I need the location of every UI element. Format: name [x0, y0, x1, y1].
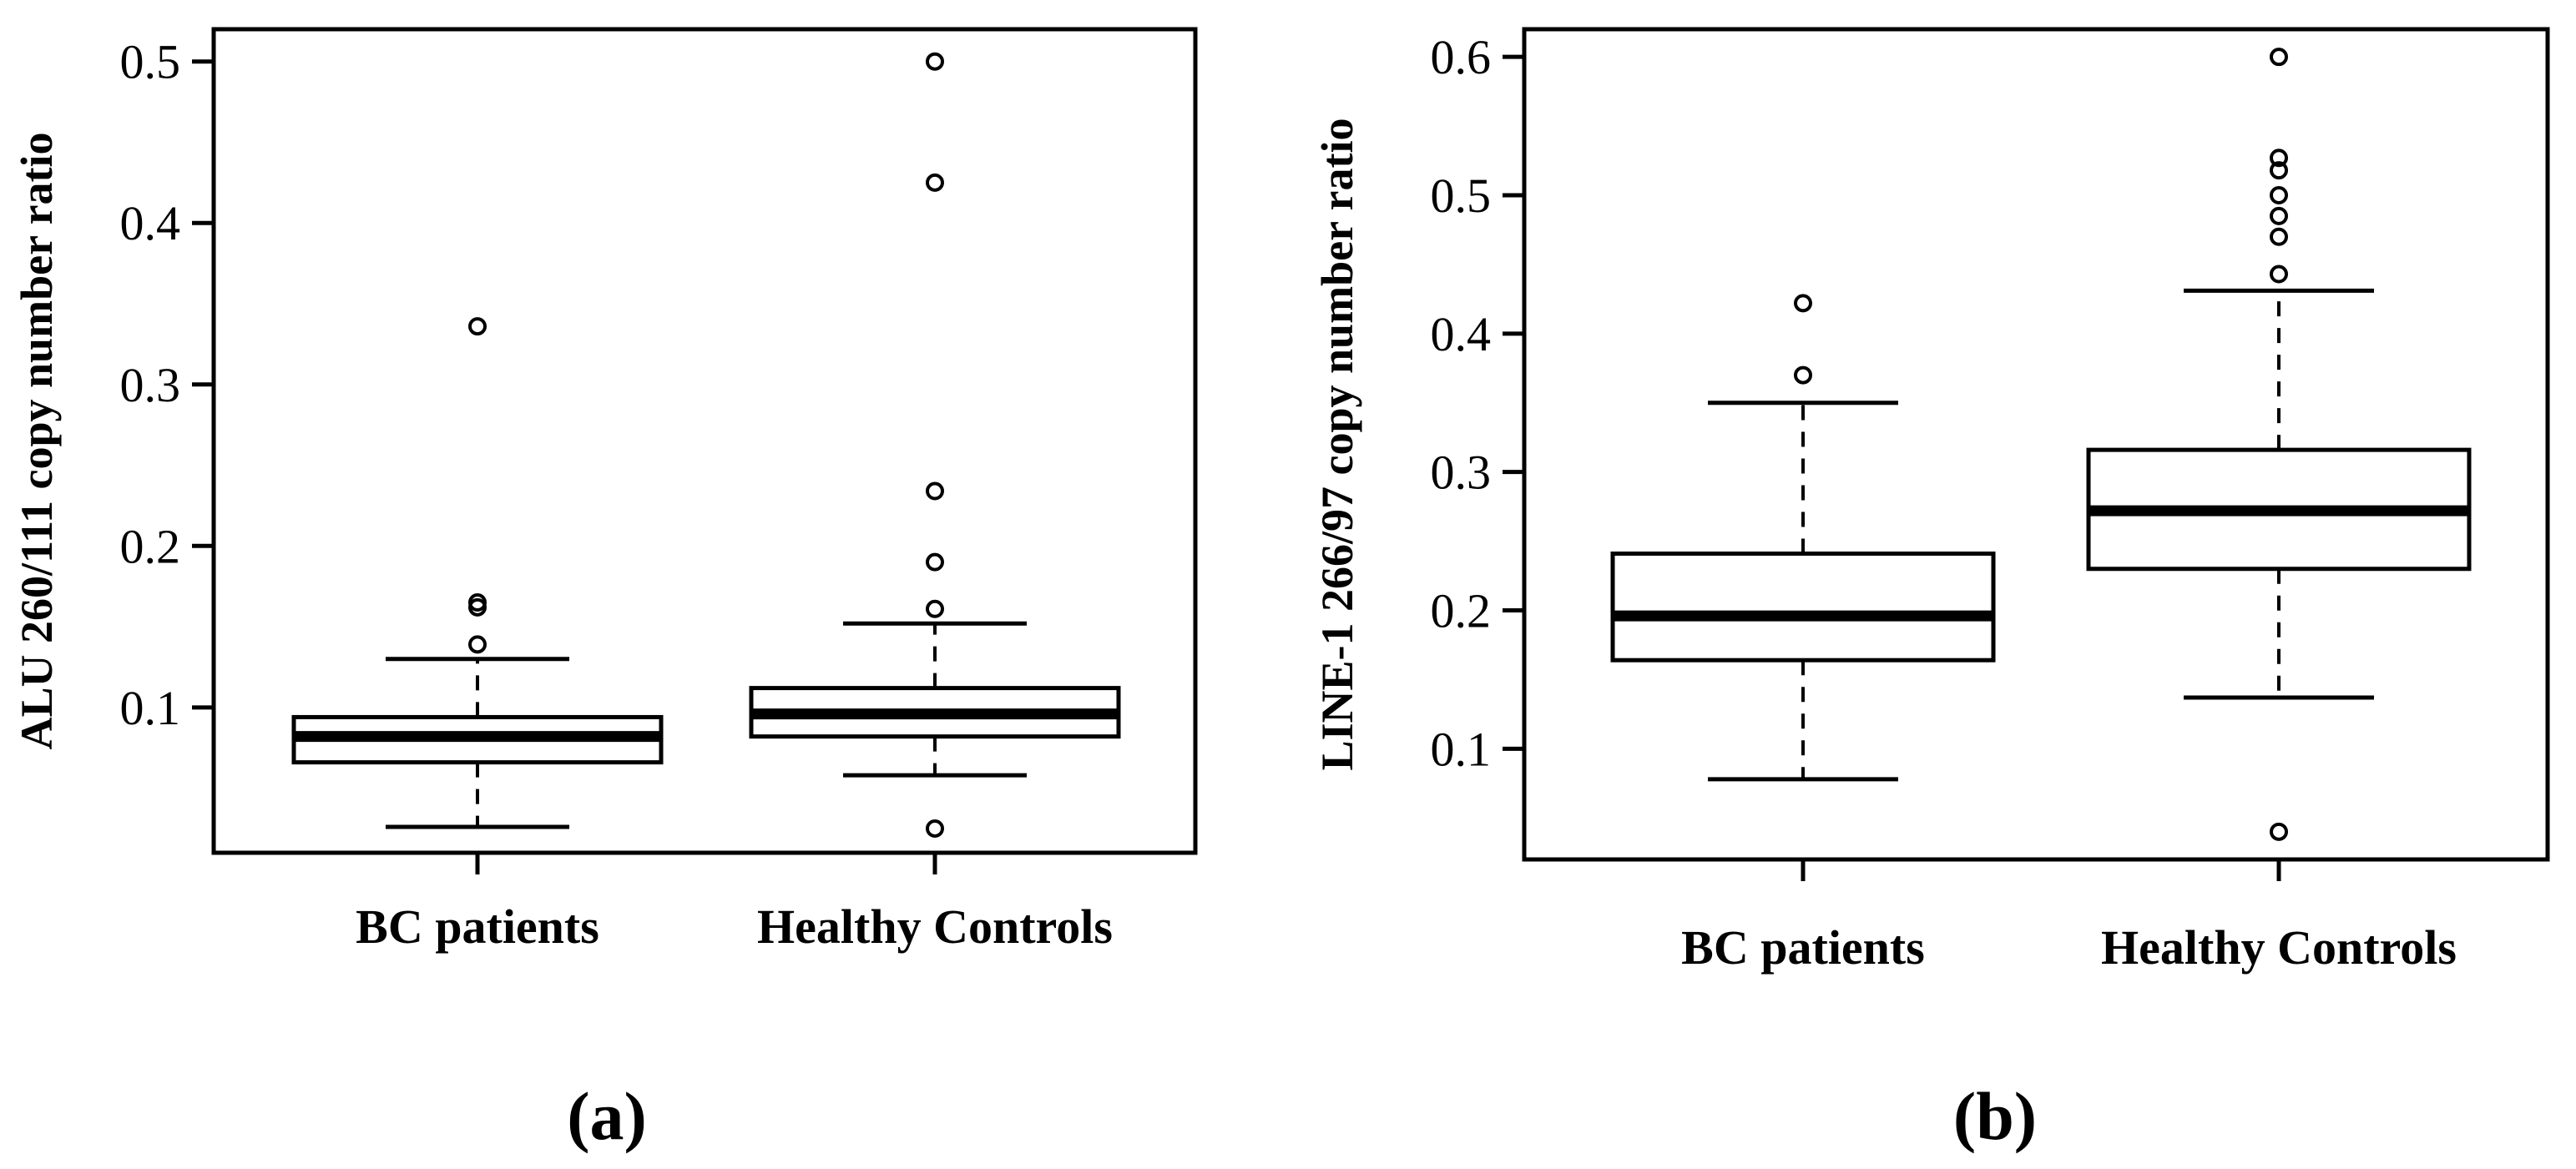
x-tick-label: Healthy Controls [757, 899, 1113, 954]
panel-label-a: (a) [567, 1078, 647, 1154]
y-axis-title: ALU 260/111 copy number ratio [12, 132, 62, 749]
chart-panel-b: 0.1 0.2 0.3 0.4 0.5 0.6 LINE-1 266/97 copy num… [1312, 27, 2550, 975]
y-tick-label: 0.2 [120, 519, 181, 573]
x-tick-label: Healthy Controls [2101, 920, 2457, 975]
y-tick-label: 0.1 [120, 681, 181, 735]
y-axis-title: LINE-1 266/97 copy number ratio [1312, 118, 1362, 770]
outlier-point [468, 593, 487, 612]
outlier-point [926, 819, 944, 838]
iqr-box [1610, 552, 1996, 663]
y-tick-label: 0.3 [120, 358, 181, 412]
y-tick-label: 0.3 [1431, 446, 1492, 500]
outlier-point [2270, 149, 2288, 168]
outlier-point [468, 317, 487, 336]
outlier-point [926, 599, 944, 618]
outlier-point [2270, 186, 2288, 204]
x-tick-label: BC patients [1681, 920, 1925, 975]
plot-frame [211, 27, 1198, 855]
y-tick-label: 0.4 [120, 196, 181, 250]
y-tick-label: 0.5 [1431, 169, 1492, 223]
outlier-point [926, 173, 944, 192]
outlier-point [2270, 48, 2288, 67]
outlier-point [1794, 365, 1812, 385]
outlier-point [926, 52, 944, 71]
y-tick-label: 0.5 [120, 35, 181, 89]
outlier-point [926, 552, 944, 572]
x-tick-label: BC patients [356, 899, 599, 954]
chart-panel-a: 0.1 0.2 0.3 0.4 0.5 ALU 260/111 copy number r… [12, 27, 1198, 954]
plot-frame [1522, 27, 2550, 862]
y-tick-label: 0.2 [1431, 584, 1492, 638]
outlier-point [926, 481, 944, 501]
outlier-point [2270, 206, 2288, 225]
outlier-point [468, 635, 487, 654]
outlier-point [2270, 822, 2288, 841]
outlier-point [2270, 161, 2288, 180]
y-tick-label: 0.4 [1431, 307, 1492, 361]
y-tick-label: 0.6 [1431, 30, 1492, 84]
y-tick-label: 0.1 [1431, 722, 1492, 776]
outlier-point [1794, 294, 1812, 313]
outlier-point [2270, 265, 2288, 284]
panel-label-b: (b) [1953, 1078, 2037, 1154]
outlier-point [2270, 227, 2288, 246]
